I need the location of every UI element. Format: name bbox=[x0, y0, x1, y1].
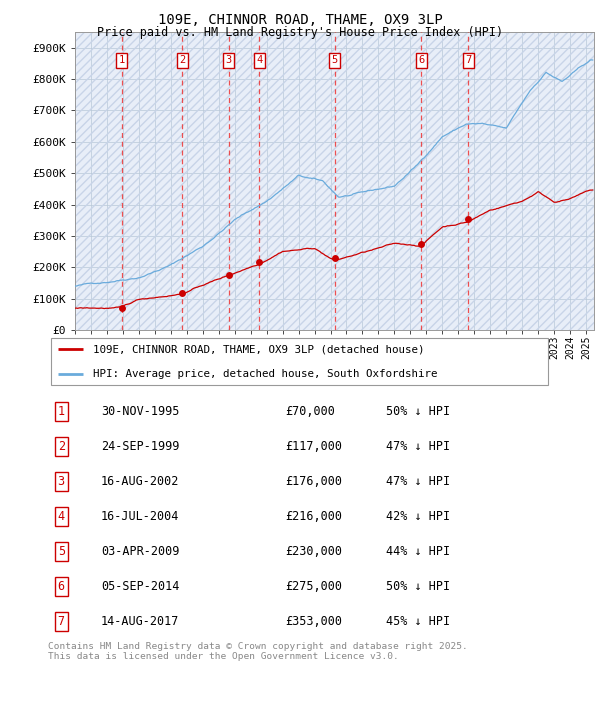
Text: 2022: 2022 bbox=[533, 336, 543, 359]
Text: 109E, CHINNOR ROAD, THAME, OX9 3LP: 109E, CHINNOR ROAD, THAME, OX9 3LP bbox=[158, 13, 442, 27]
Text: 2011: 2011 bbox=[358, 336, 367, 359]
Text: 6: 6 bbox=[58, 580, 65, 593]
Text: Price paid vs. HM Land Registry's House Price Index (HPI): Price paid vs. HM Land Registry's House … bbox=[97, 26, 503, 38]
Text: 2: 2 bbox=[179, 55, 185, 65]
Text: 1996: 1996 bbox=[118, 336, 128, 359]
Text: 2000: 2000 bbox=[182, 336, 192, 359]
Text: 2003: 2003 bbox=[230, 336, 239, 359]
Text: 5: 5 bbox=[58, 545, 65, 558]
Text: 2: 2 bbox=[58, 440, 65, 453]
Text: 2023: 2023 bbox=[549, 336, 559, 359]
Text: 03-APR-2009: 03-APR-2009 bbox=[101, 545, 179, 558]
Text: 2005: 2005 bbox=[262, 336, 272, 359]
Text: 1997: 1997 bbox=[134, 336, 144, 359]
Text: 24-SEP-1999: 24-SEP-1999 bbox=[101, 440, 179, 453]
Text: 2010: 2010 bbox=[341, 336, 352, 359]
Text: 2007: 2007 bbox=[293, 336, 304, 359]
Text: 2013: 2013 bbox=[389, 336, 400, 359]
Text: 2024: 2024 bbox=[565, 336, 575, 359]
Text: 2015: 2015 bbox=[421, 336, 431, 359]
FancyBboxPatch shape bbox=[50, 338, 548, 385]
Text: £117,000: £117,000 bbox=[286, 440, 343, 453]
Text: £70,000: £70,000 bbox=[286, 405, 335, 418]
Text: 2008: 2008 bbox=[310, 336, 320, 359]
Text: 30-NOV-1995: 30-NOV-1995 bbox=[101, 405, 179, 418]
Text: 2006: 2006 bbox=[278, 336, 287, 359]
Text: 1995: 1995 bbox=[102, 336, 112, 359]
Text: 3: 3 bbox=[58, 475, 65, 488]
Text: 42% ↓ HPI: 42% ↓ HPI bbox=[386, 510, 450, 523]
Text: 45% ↓ HPI: 45% ↓ HPI bbox=[386, 615, 450, 628]
Text: 2025: 2025 bbox=[581, 336, 591, 359]
Text: 50% ↓ HPI: 50% ↓ HPI bbox=[386, 580, 450, 593]
Text: 2001: 2001 bbox=[198, 336, 208, 359]
Text: 2012: 2012 bbox=[373, 336, 383, 359]
Text: 1: 1 bbox=[118, 55, 125, 65]
Text: 2014: 2014 bbox=[406, 336, 415, 359]
Text: 2021: 2021 bbox=[517, 336, 527, 359]
Text: 47% ↓ HPI: 47% ↓ HPI bbox=[386, 475, 450, 488]
Text: 2004: 2004 bbox=[245, 336, 256, 359]
Text: 1998: 1998 bbox=[150, 336, 160, 359]
Text: 16-JUL-2004: 16-JUL-2004 bbox=[101, 510, 179, 523]
Text: 4: 4 bbox=[58, 510, 65, 523]
Text: 2017: 2017 bbox=[453, 336, 463, 359]
Text: 16-AUG-2002: 16-AUG-2002 bbox=[101, 475, 179, 488]
Text: £176,000: £176,000 bbox=[286, 475, 343, 488]
Text: 7: 7 bbox=[465, 55, 472, 65]
Text: 2018: 2018 bbox=[469, 336, 479, 359]
Text: 109E, CHINNOR ROAD, THAME, OX9 3LP (detached house): 109E, CHINNOR ROAD, THAME, OX9 3LP (deta… bbox=[94, 344, 425, 354]
Text: 2016: 2016 bbox=[437, 336, 447, 359]
Text: 2019: 2019 bbox=[485, 336, 495, 359]
Text: 6: 6 bbox=[418, 55, 424, 65]
Text: 14-AUG-2017: 14-AUG-2017 bbox=[101, 615, 179, 628]
Text: £353,000: £353,000 bbox=[286, 615, 343, 628]
Text: 1999: 1999 bbox=[166, 336, 176, 359]
Text: £216,000: £216,000 bbox=[286, 510, 343, 523]
Text: 1993: 1993 bbox=[70, 336, 80, 359]
Text: £230,000: £230,000 bbox=[286, 545, 343, 558]
Text: 1994: 1994 bbox=[86, 336, 96, 359]
Text: 47% ↓ HPI: 47% ↓ HPI bbox=[386, 440, 450, 453]
Text: HPI: Average price, detached house, South Oxfordshire: HPI: Average price, detached house, Sout… bbox=[94, 368, 438, 378]
Text: 2002: 2002 bbox=[214, 336, 224, 359]
Text: 50% ↓ HPI: 50% ↓ HPI bbox=[386, 405, 450, 418]
Text: Contains HM Land Registry data © Crown copyright and database right 2025.
This d: Contains HM Land Registry data © Crown c… bbox=[48, 642, 468, 661]
Text: 44% ↓ HPI: 44% ↓ HPI bbox=[386, 545, 450, 558]
Text: 05-SEP-2014: 05-SEP-2014 bbox=[101, 580, 179, 593]
Text: 2020: 2020 bbox=[501, 336, 511, 359]
Text: £275,000: £275,000 bbox=[286, 580, 343, 593]
Text: 1: 1 bbox=[58, 405, 65, 418]
Text: 4: 4 bbox=[256, 55, 262, 65]
Text: 5: 5 bbox=[331, 55, 338, 65]
Text: 7: 7 bbox=[58, 615, 65, 628]
Text: 2009: 2009 bbox=[326, 336, 335, 359]
Text: 3: 3 bbox=[226, 55, 232, 65]
